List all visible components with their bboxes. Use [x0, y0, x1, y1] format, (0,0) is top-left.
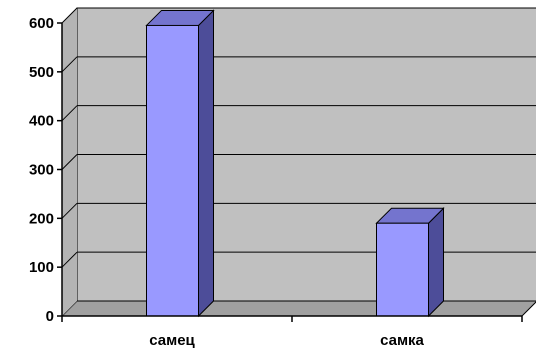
chart-floor: [60, 300, 536, 317]
y-tick-label: 0: [46, 308, 54, 325]
bar-side: [428, 207, 444, 318]
y-tick-label: 200: [29, 210, 54, 227]
x-category-labels: самец самка: [149, 332, 424, 349]
bar: [375, 207, 445, 318]
floor: [60, 300, 536, 317]
y-tick-label: 600: [29, 15, 54, 32]
chart-back-wall: [62, 7, 536, 316]
gridline-side: [61, 7, 78, 24]
y-tick-label: 500: [29, 64, 54, 81]
gridline-side: [61, 56, 78, 73]
x-category-label: самка: [380, 332, 424, 349]
bar-front: [376, 222, 429, 317]
x-category-label: самец: [149, 332, 195, 349]
axes: [57, 22, 523, 322]
y-tick-label: 400: [29, 113, 54, 130]
y-tick-label: 300: [29, 162, 54, 179]
y-tick-labels: 0 100 200 300 400 500 600: [29, 15, 54, 325]
y-tick-label: 100: [29, 259, 54, 276]
gridline-side: [61, 251, 78, 268]
gridline-side: [61, 154, 78, 170]
gridline-side: [61, 105, 78, 122]
bar: [145, 9, 215, 318]
bar-front: [146, 24, 199, 317]
gridline-side: [61, 202, 78, 219]
bars: [145, 9, 445, 318]
bar-side: [198, 9, 214, 318]
